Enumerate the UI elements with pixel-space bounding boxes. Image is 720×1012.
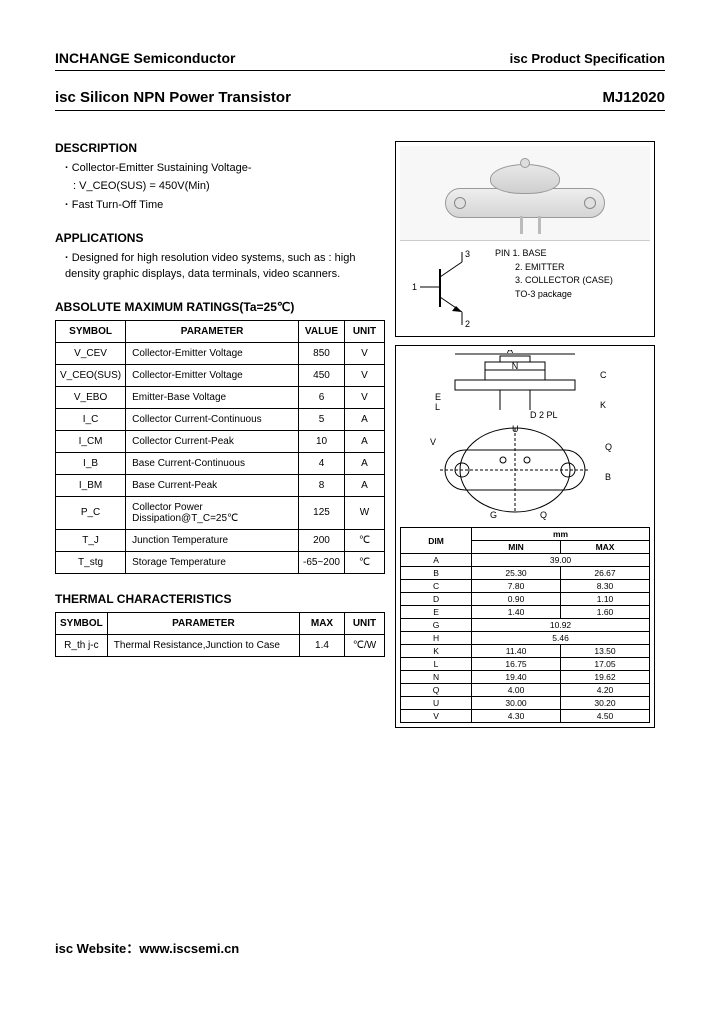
table-row: V4.304.50 <box>401 710 650 723</box>
svg-text:V: V <box>430 437 436 447</box>
description-line2: Fast Turn-Off Time <box>65 198 385 213</box>
description-heading: DESCRIPTION <box>55 141 385 155</box>
svg-text:2: 2 <box>465 319 470 329</box>
table-row: U30.0030.20 <box>401 697 650 710</box>
package-photo <box>400 146 650 241</box>
applications-text: Designed for high resolution video syste… <box>65 251 385 282</box>
table-row: C7.808.30 <box>401 580 650 593</box>
svg-text:A: A <box>507 350 513 355</box>
pin-labels: PIN 1. BASE 2. EMITTER 3. COLLECTOR (CAS… <box>495 247 613 332</box>
svg-text:3: 3 <box>465 249 470 259</box>
table-row: D0.901.10 <box>401 593 650 606</box>
table-row: T_stgStorage Temperature-65~200℃ <box>56 551 385 573</box>
svg-text:B: B <box>605 472 611 482</box>
table-row: V_CEVCollector-Emitter Voltage850V <box>56 342 385 364</box>
svg-text:C: C <box>600 370 607 380</box>
table-row: Q4.004.20 <box>401 684 650 697</box>
page-header: INCHANGE Semiconductor isc Product Speci… <box>55 50 665 71</box>
svg-text:D 2 PL: D 2 PL <box>530 410 558 420</box>
applications-heading: APPLICATIONS <box>55 231 385 245</box>
svg-text:L: L <box>435 402 440 412</box>
table-row: N19.4019.62 <box>401 671 650 684</box>
part-number: MJ12020 <box>602 89 665 106</box>
table-row: I_CMCollector Current-Peak10A <box>56 430 385 452</box>
mechanical-drawing-icon: A N C E K L D 2 PL V <box>400 350 650 525</box>
ratings-table: SYMBOLPARAMETERVALUEUNIT V_CEVCollector-… <box>55 320 385 574</box>
table-row: G10.92 <box>401 619 650 632</box>
table-row: P_CCollector Power Dissipation@T_C=25℃12… <box>56 496 385 529</box>
svg-text:Q: Q <box>605 442 612 452</box>
description-line1: Collector-Emitter Sustaining Voltage- <box>65 161 385 176</box>
description-line1b: : V_CEO(SUS) = 450V(Min) <box>73 179 385 194</box>
thermal-table: SYMBOLPARAMETERMAXUNIT R_th j-cThermal R… <box>55 612 385 657</box>
footer: isc Website：www.iscsemi.cn <box>55 938 239 957</box>
svg-text:N: N <box>512 361 519 371</box>
transistor-symbol-icon: 1 2 3 <box>400 247 495 332</box>
table-row: V_CEO(SUS)Collector-Emitter Voltage450V <box>56 364 385 386</box>
table-row: B25.3026.67 <box>401 567 650 580</box>
table-row: R_th j-cThermal Resistance,Junction to C… <box>56 634 385 656</box>
svg-text:Q: Q <box>540 510 547 520</box>
dimension-table: DIMmm MINMAX A39.00B25.3026.67C7.808.30D… <box>400 527 650 723</box>
dimension-box: A N C E K L D 2 PL V <box>395 345 655 728</box>
thermal-heading: THERMAL CHARACTERISTICS <box>55 592 385 606</box>
svg-text:U: U <box>512 424 519 434</box>
table-row: V_EBOEmitter-Base Voltage6V <box>56 386 385 408</box>
table-row: A39.00 <box>401 554 650 567</box>
svg-text:K: K <box>600 400 606 410</box>
table-row: K11.4013.50 <box>401 645 650 658</box>
svg-text:1: 1 <box>412 282 417 292</box>
table-row: L16.7517.05 <box>401 658 650 671</box>
table-row: H5.46 <box>401 632 650 645</box>
svg-text:G: G <box>490 510 497 520</box>
product-title: isc Silicon NPN Power Transistor <box>55 89 291 106</box>
svg-text:E: E <box>435 392 441 402</box>
table-row: I_BMBase Current-Peak8A <box>56 474 385 496</box>
package-box: 1 2 3 PIN 1. BASE 2. EMITTER 3. COLLECTO… <box>395 141 655 337</box>
spec-label: isc Product Specification <box>510 51 665 66</box>
table-row: I_BBase Current-Continuous4A <box>56 452 385 474</box>
table-row: T_JJunction Temperature200℃ <box>56 529 385 551</box>
company-name: INCHANGE Semiconductor <box>55 50 235 66</box>
ratings-heading: ABSOLUTE MAXIMUM RATINGS(Ta=25℃) <box>55 300 385 314</box>
table-row: E1.401.60 <box>401 606 650 619</box>
title-row: isc Silicon NPN Power Transistor MJ12020 <box>55 89 665 111</box>
table-row: I_CCollector Current-Continuous5A <box>56 408 385 430</box>
